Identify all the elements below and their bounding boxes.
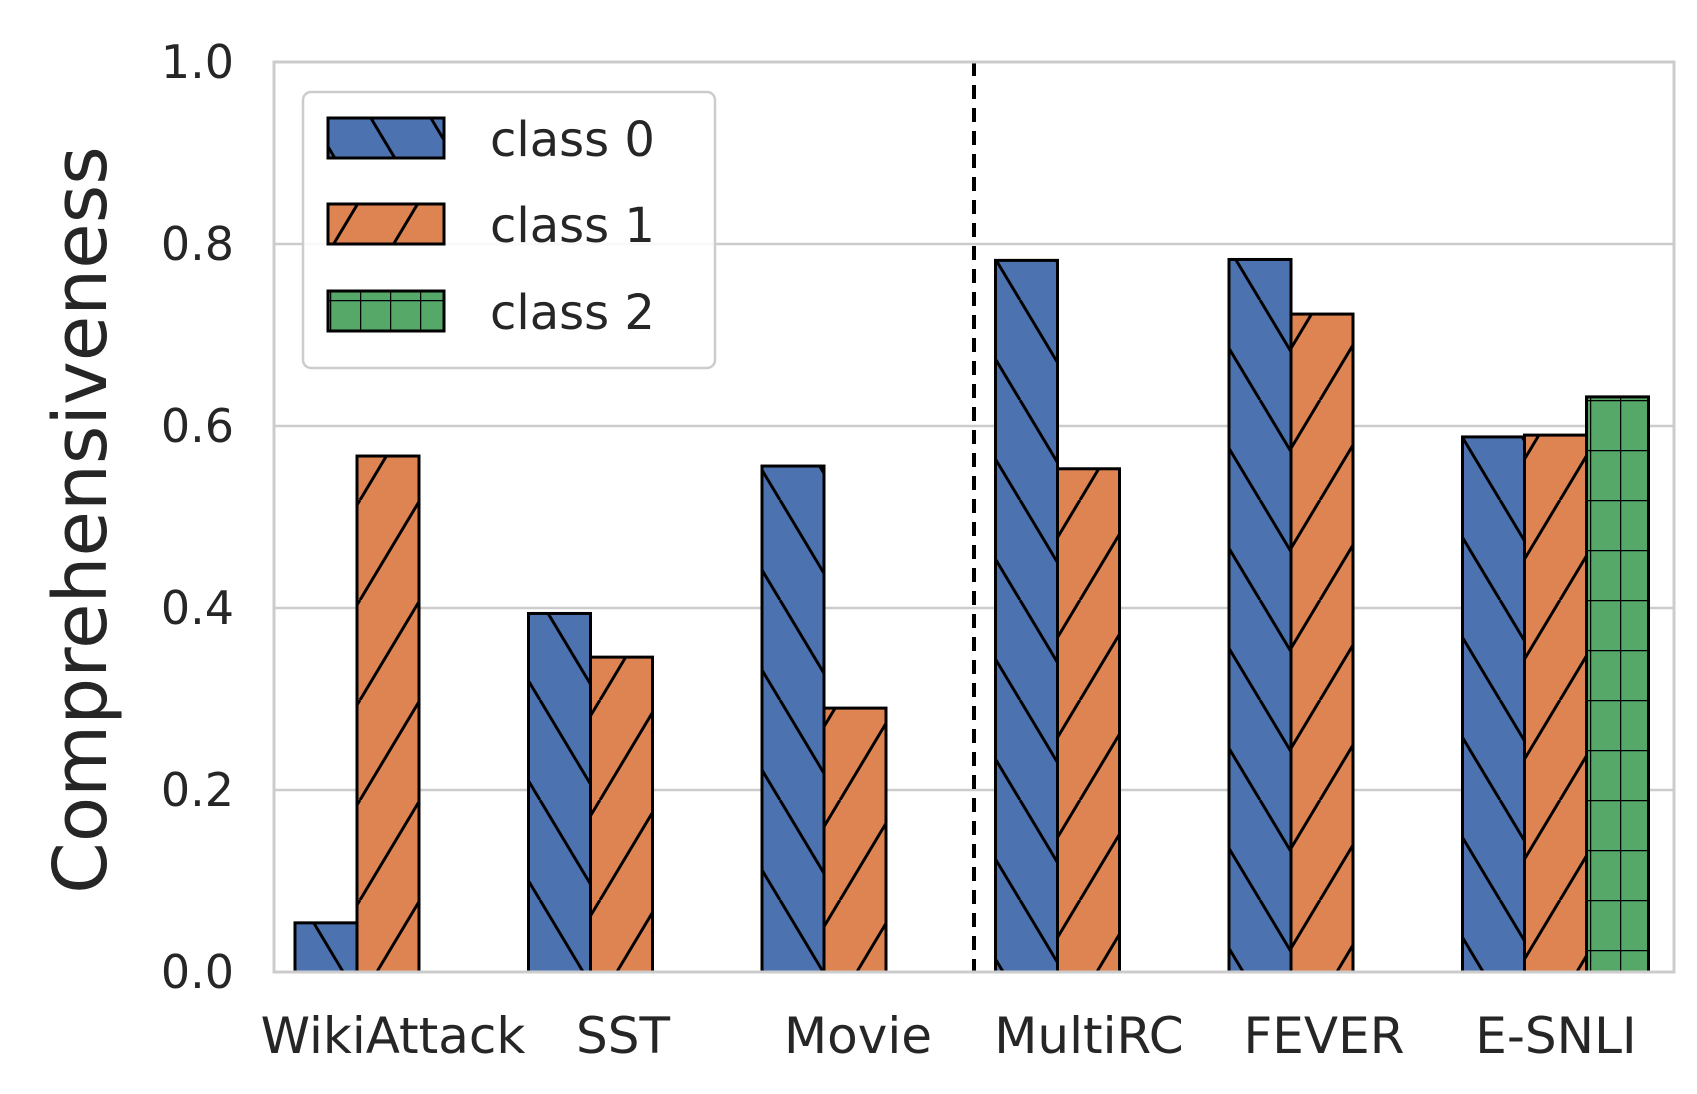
y-tick-label: 0.0	[161, 945, 234, 999]
legend-label-class-0: class 0	[490, 112, 655, 168]
y-tick-label: 1.0	[161, 35, 234, 89]
legend-label-class-2: class 2	[490, 285, 655, 341]
legend-entry-class-2: class 2	[326, 285, 655, 341]
plot-frame	[272, 60, 1676, 974]
bar-multirc-class-1-hatch	[1056, 467, 1121, 974]
x-tick-label-wikiattack: WikiAttack	[261, 1007, 526, 1065]
bar-e-snli-class-2-hatch	[1585, 395, 1650, 974]
x-tick-label-sst: SST	[576, 1007, 670, 1065]
bars	[293, 62, 1650, 974]
y-tick-label: 0.4	[161, 581, 234, 635]
bar-movie-class-0-hatch	[760, 464, 826, 974]
bar-wikiattack-class-0-hatch	[293, 921, 359, 974]
legend-entry-class-1: class 1	[326, 198, 655, 254]
y-tick-label: 0.2	[161, 763, 234, 817]
bar-sst-class-1-hatch	[589, 655, 654, 974]
y-tick-label: 0.8	[161, 217, 234, 271]
x-tick-label-fever: FEVER	[1244, 1007, 1405, 1065]
y-tick-label: 0.6	[161, 399, 234, 453]
bar-sst-class-0-hatch	[527, 611, 592, 974]
x-tick-label-movie: Movie	[784, 1007, 932, 1065]
x-tick-label-multirc: MultiRC	[994, 1007, 1183, 1065]
bar-fever-class-0-hatch	[1227, 257, 1293, 974]
legend-swatch-hatch-class-1	[326, 202, 446, 246]
bar-multirc-class-0-hatch	[994, 258, 1059, 974]
x-tick-labels: WikiAttack SST Movie MultiRC FEVER E-SNLI	[261, 1007, 1637, 1065]
bar-movie-class-1-hatch	[822, 706, 888, 974]
bar-wikiattack-class-1-hatch	[355, 454, 421, 974]
bar-e-snli-class-1-hatch	[1523, 433, 1588, 974]
bar-fever-class-1-hatch	[1289, 312, 1355, 974]
bar-e-snli-class-0-hatch	[1461, 435, 1526, 974]
y-axis-label: Comprehensiveness	[38, 146, 124, 894]
legend-entry-class-0: class 0	[326, 112, 655, 168]
x-tick-label-e-snli: E-SNLI	[1475, 1007, 1636, 1065]
legend: class 0 class 1 class 2	[301, 90, 717, 370]
legend-swatch-hatch-class-2	[326, 289, 446, 333]
y-tick-labels: 0.0 0.2 0.4 0.6 0.8 1.0	[161, 35, 234, 999]
legend-label-class-1: class 1	[490, 198, 655, 254]
legend-swatch-hatch-class-0	[326, 116, 446, 160]
